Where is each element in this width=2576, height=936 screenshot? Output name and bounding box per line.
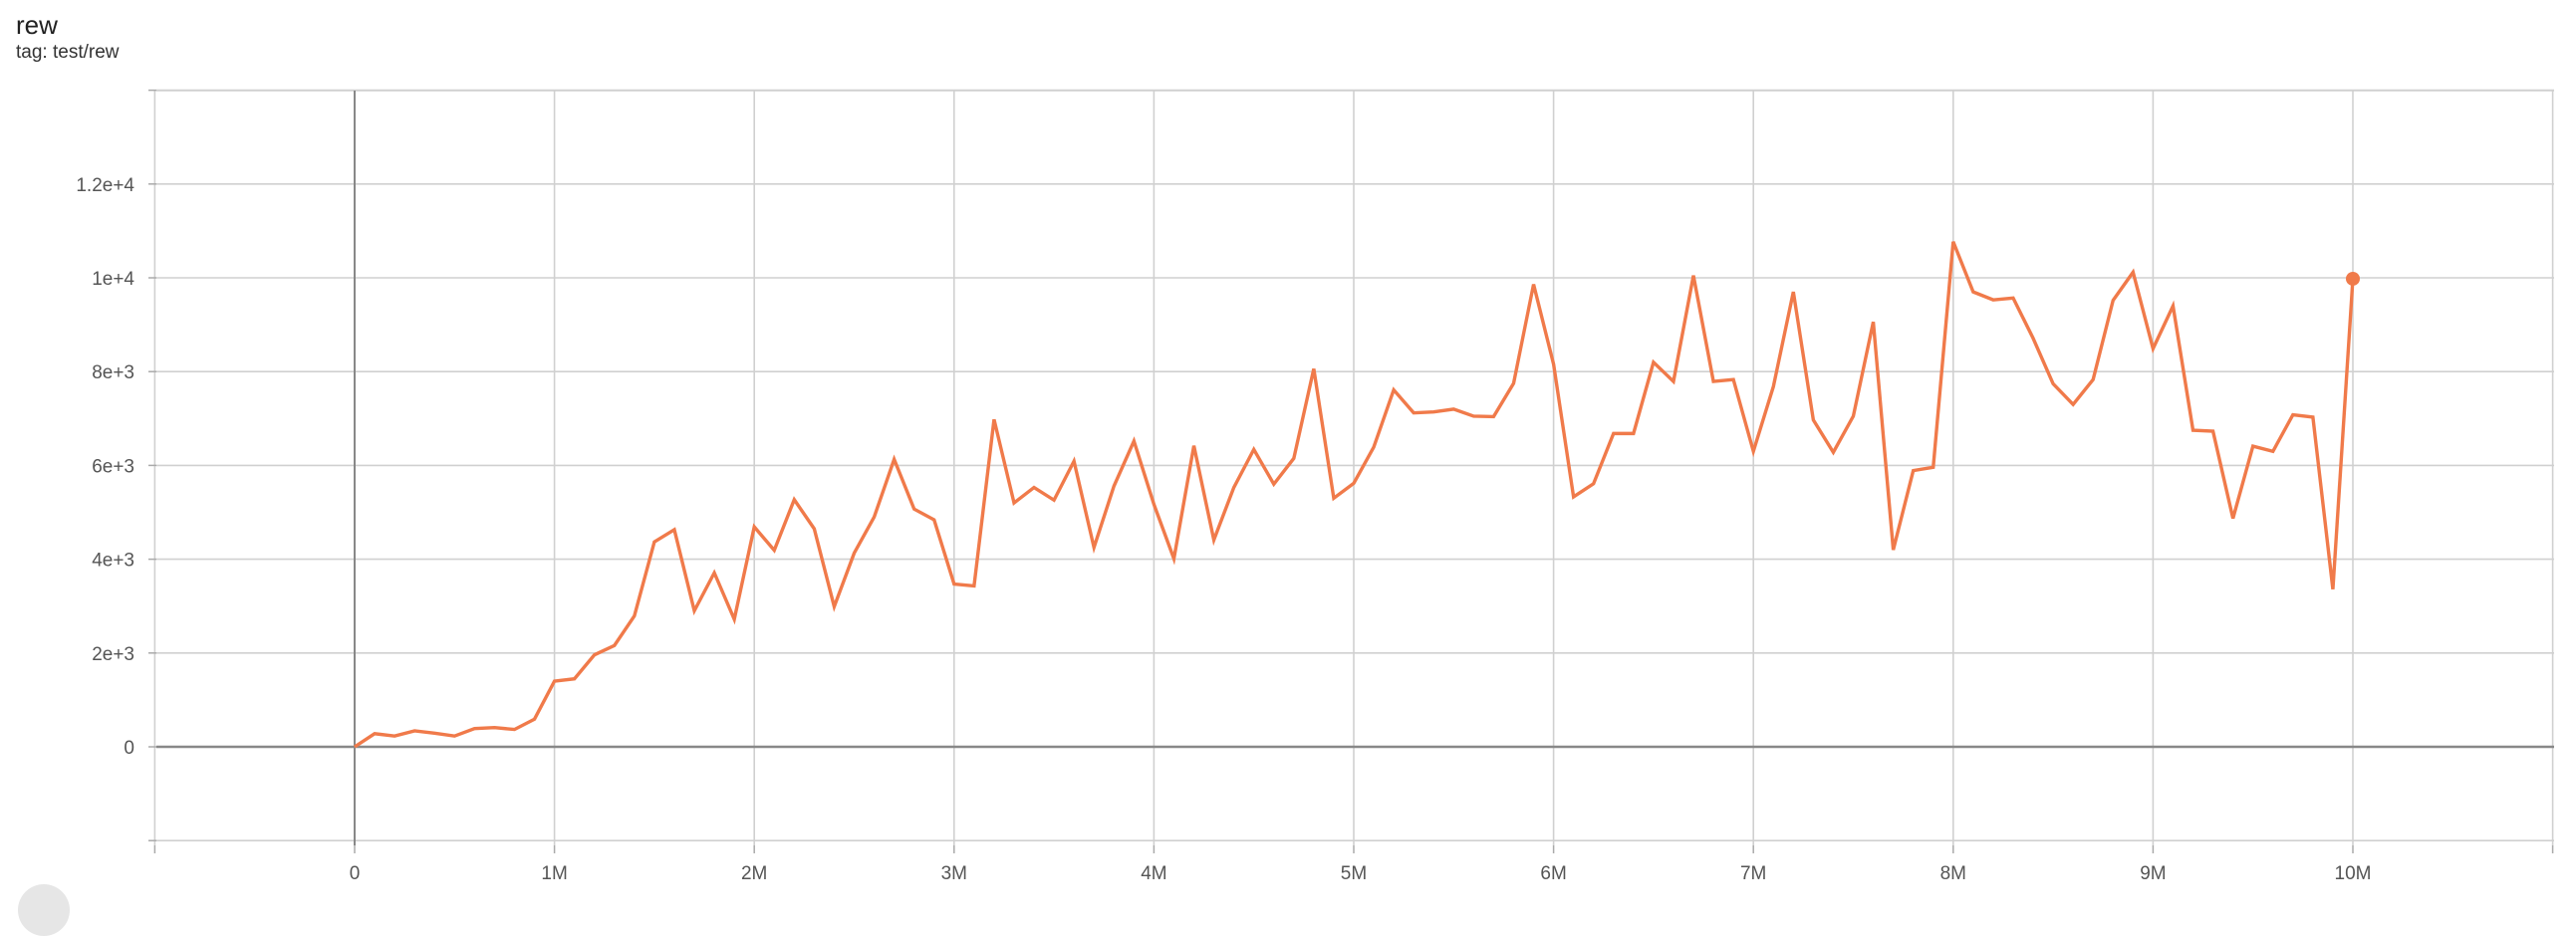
x-tick-label: 1M bbox=[541, 863, 567, 884]
chart-subtitle: tag: test/rew bbox=[16, 42, 120, 63]
toolbar-button[interactable] bbox=[18, 884, 70, 936]
y-tick-label: 6e+3 bbox=[92, 456, 134, 477]
y-tick-label: 0 bbox=[124, 738, 134, 759]
last-point-marker bbox=[2346, 271, 2360, 286]
y-tick-label: 1.2e+4 bbox=[76, 175, 134, 196]
x-tick-label: 7M bbox=[1740, 863, 1766, 884]
x-tick-label: 6M bbox=[1540, 863, 1566, 884]
x-tick-label: 5M bbox=[1341, 863, 1367, 884]
chart-title: rew bbox=[16, 10, 58, 40]
x-tick-label: 0 bbox=[350, 863, 361, 884]
series bbox=[354, 241, 2360, 749]
y-tick-label: 2e+3 bbox=[92, 644, 134, 665]
y-tick-label: 8e+3 bbox=[92, 362, 134, 383]
x-tick-label: 3M bbox=[941, 863, 967, 884]
x-tick-label: 10M bbox=[2335, 863, 2372, 884]
line-chart: 0 1M 2M 3M 4M 5M 6M 7M 8M 9M 10M 0 2e+3 4e+3 6e+3 8e+3 1… bbox=[76, 89, 2554, 884]
x-tick-label: 8M bbox=[1940, 863, 1966, 884]
y-tick-label: 4e+3 bbox=[92, 551, 134, 572]
series-line bbox=[354, 241, 2355, 749]
tick-labels: 0 1M 2M 3M 4M 5M 6M 7M 8M 9M 10M 0 2e+3 4e+3 6e+3 8e+3 1… bbox=[76, 175, 2371, 884]
x-tick-label: 2M bbox=[741, 863, 767, 884]
x-tick-label: 9M bbox=[2140, 863, 2166, 884]
grid bbox=[148, 89, 2554, 853]
y-tick-label: 1e+4 bbox=[92, 269, 134, 290]
axes bbox=[156, 91, 2554, 845]
x-tick-label: 4M bbox=[1141, 863, 1166, 884]
